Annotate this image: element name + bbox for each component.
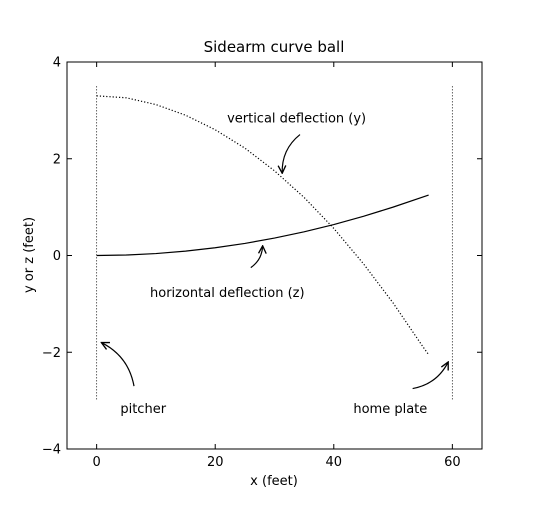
- x-tick-label: 60: [444, 455, 461, 470]
- home-plate-annotation-label: home plate: [353, 402, 427, 417]
- y-axis-label: y or z (feet): [22, 217, 37, 293]
- horizontal-deflection-line: [96, 194, 429, 257]
- vertical-deflection-line: [96, 95, 430, 356]
- marker-lines: [96, 86, 453, 401]
- x-tick-label: 0: [93, 455, 101, 470]
- y-tick-label: −2: [42, 346, 61, 361]
- x-tick-label: 40: [326, 455, 343, 470]
- home-plate-arrow: [412, 362, 449, 390]
- pitcher-annotation-label: pitcher: [120, 402, 166, 417]
- horizontal-deflection-annotation-label: horizontal deflection (z): [150, 286, 305, 301]
- chart-title: Sidearm curve ball: [204, 38, 345, 56]
- series-layer: [96, 95, 430, 356]
- x-tick-label: 20: [207, 455, 224, 470]
- vertical-deflection-annotation-label: vertical deflection (y): [227, 112, 366, 127]
- vertical-deflection-arrow: [282, 134, 301, 174]
- y-tick-label: −4: [42, 443, 61, 458]
- x-axis-label: x (feet): [250, 474, 298, 489]
- y-tick-label: 0: [53, 249, 61, 264]
- pitcher-arrow: [101, 343, 135, 387]
- y-tick-label: 4: [53, 56, 61, 71]
- annotation-layer: vertical deflection (y) horizontal deflec…: [101, 112, 448, 417]
- y-tick-label: 2: [53, 152, 61, 167]
- horizontal-deflection-arrow: [250, 246, 263, 269]
- ticks-layer: 0 20 40 60 −4 −2 0 2 4: [42, 56, 482, 470]
